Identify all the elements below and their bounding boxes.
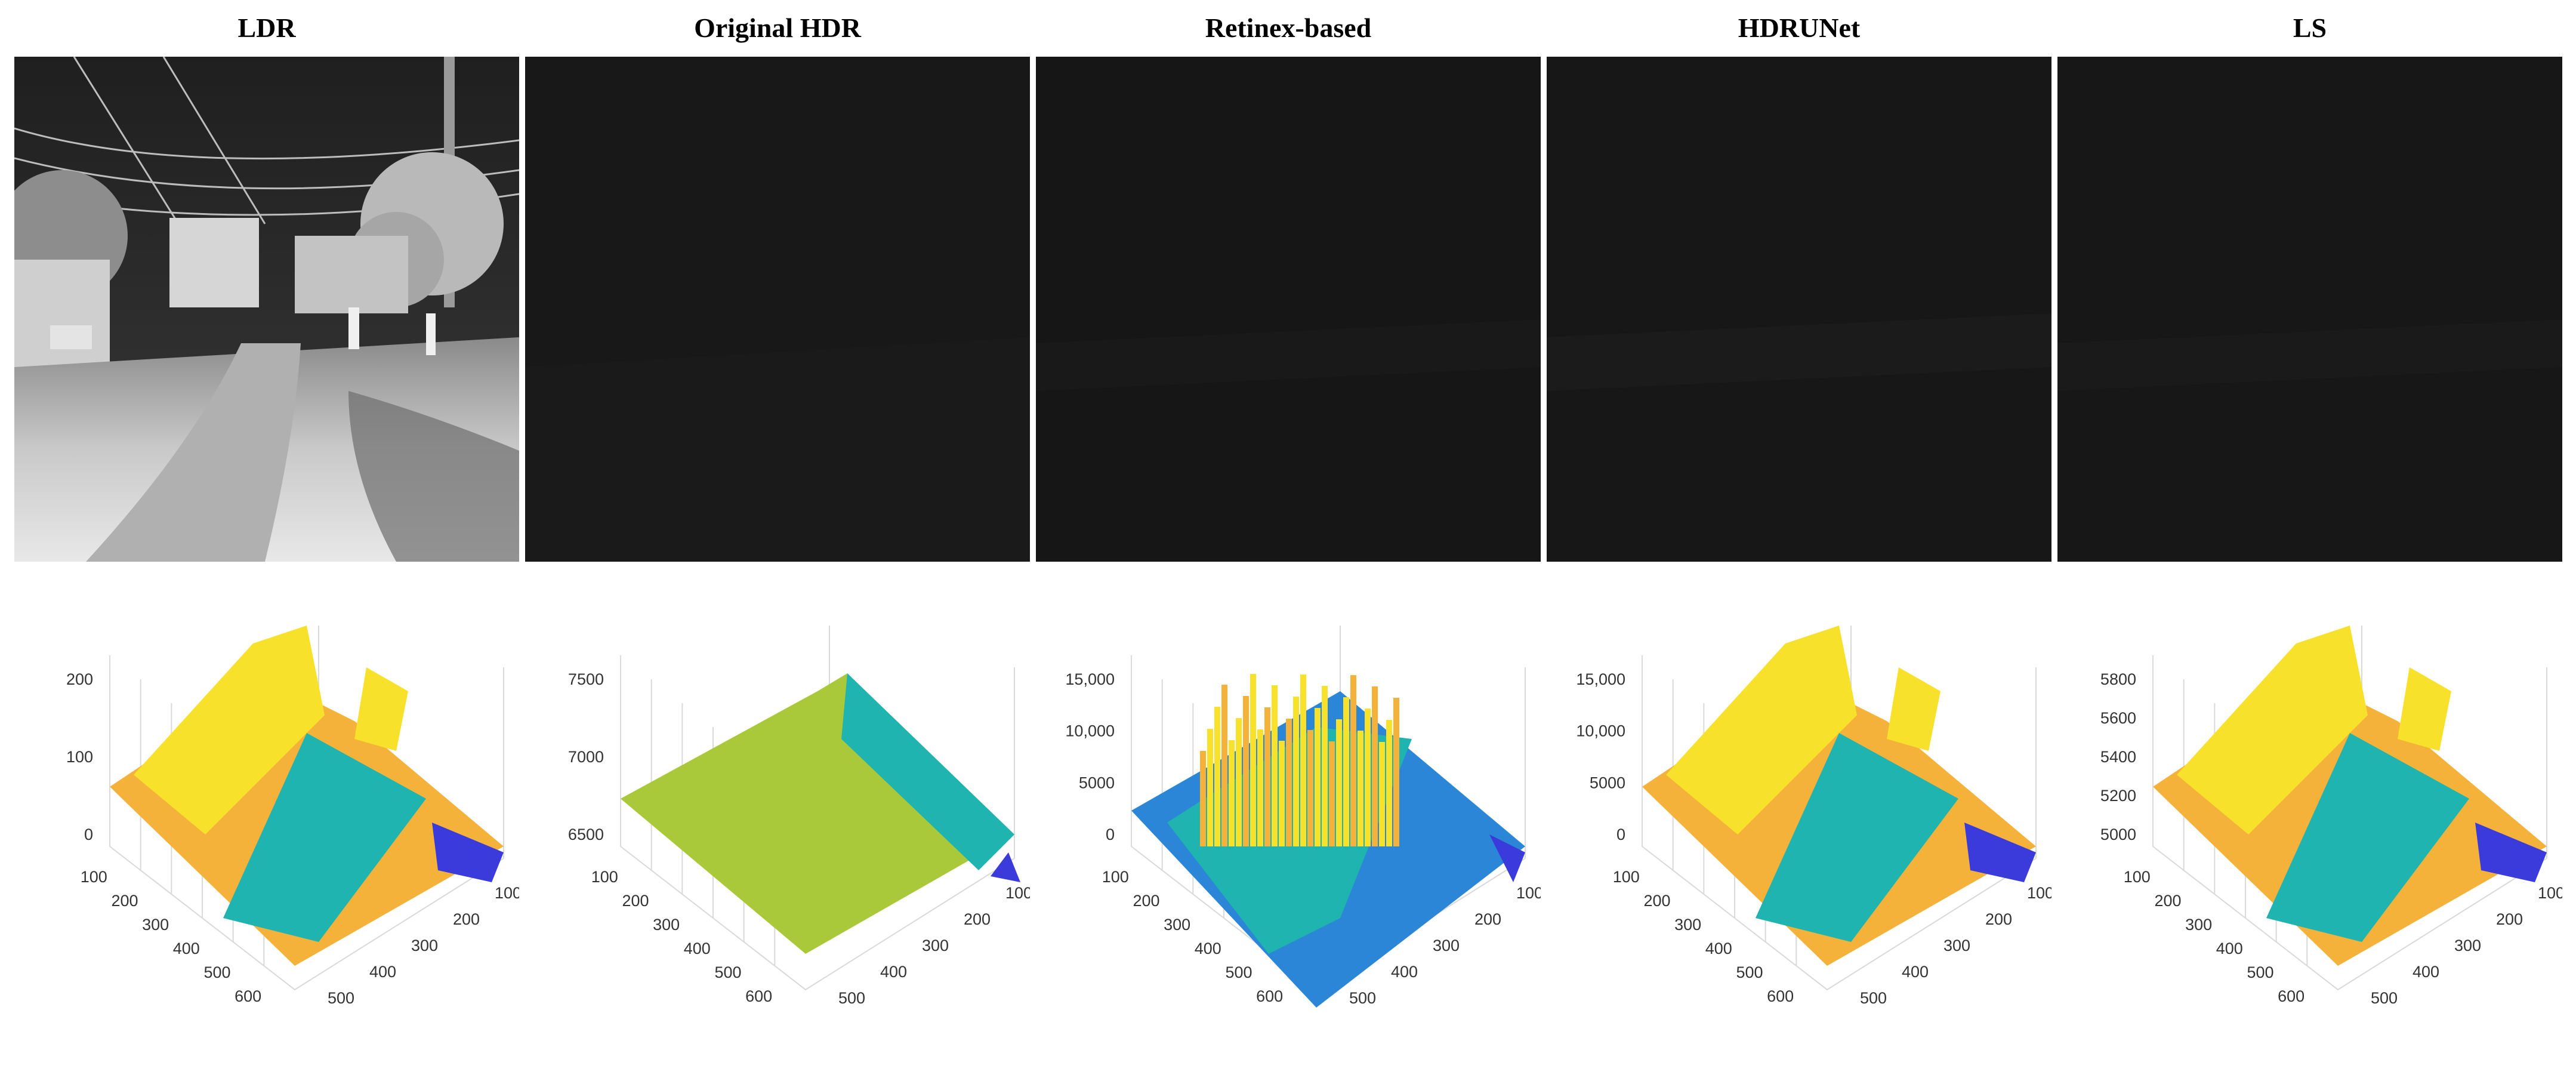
z-tick-label: 6500 <box>568 826 604 843</box>
surface-plot-retinex: 0 5000 10,000 15,000 100 200 300 400 500 600 100 20… <box>1036 572 1541 1076</box>
y-tick-label: 200 <box>964 910 991 928</box>
x-tick-label: 300 <box>1674 916 1701 934</box>
x-tick-label: 100 <box>1102 868 1129 886</box>
z-tick-label: 5800 <box>2100 670 2136 688</box>
y-tick-label: 500 <box>1349 989 1376 1007</box>
y-tick-label: 400 <box>1391 963 1418 981</box>
z-tick-label: 5600 <box>2100 709 2136 727</box>
y-tick-label: 500 <box>328 989 354 1007</box>
x-tick-label: 100 <box>1613 868 1640 886</box>
hdrunet-image <box>1547 57 2051 562</box>
surface-plot-ls: 5000 5200 5400 5600 5800 100 200 300 400 500 600 10… <box>2057 572 2562 1076</box>
x-tick-label: 400 <box>173 940 200 957</box>
y-tick-label: 500 <box>1860 989 1887 1007</box>
original-hdr-image <box>525 57 1030 562</box>
y-tick-label: 200 <box>1474 910 1501 928</box>
x-tick-label: 400 <box>1195 940 1221 957</box>
x-tick-label: 600 <box>235 987 261 1005</box>
z-tick-label: 7500 <box>568 670 604 688</box>
column-title-retinex: Retinex-based <box>1205 13 1372 43</box>
x-tick-label: 400 <box>2216 940 2243 957</box>
z-tick-label: 15,000 <box>1065 670 1115 688</box>
retinex-image <box>1036 57 1541 562</box>
x-tick-label: 200 <box>111 892 138 910</box>
x-tick-label: 300 <box>1164 916 1190 934</box>
x-tick-label: 600 <box>1256 987 1283 1005</box>
x-tick-label: 400 <box>684 940 711 957</box>
surface-plot-ldr: 0 100 200 100 200 300 400 500 600 100 200 300 400 500 <box>14 572 519 1076</box>
z-tick-label: 15,000 <box>1576 670 1625 688</box>
y-tick-label: 200 <box>2496 910 2523 928</box>
x-tick-label: 500 <box>203 963 230 981</box>
x-tick-label: 500 <box>1225 963 1252 981</box>
y-tick-label: 400 <box>1902 963 1929 981</box>
x-tick-label: 300 <box>2185 916 2212 934</box>
x-tick-label: 100 <box>2124 868 2151 886</box>
surface-plot-hdrunet: 0 5000 10,000 15,000 100 200 300 400 500 600 100 20… <box>1547 572 2051 1076</box>
x-tick-label: 200 <box>1643 892 1670 910</box>
column-title-ldr: LDR <box>237 13 296 43</box>
surface-plot-original-hdr: 6500 7000 7500 100 200 300 400 500 600 100 200 300 4… <box>525 572 1030 1076</box>
y-tick-label: 200 <box>1985 910 2012 928</box>
y-tick-label: 200 <box>453 910 480 928</box>
y-tick-label: 300 <box>1943 937 1970 954</box>
surface <box>110 626 504 966</box>
column-title-hdrunet: HDRUNet <box>1738 13 1861 43</box>
x-tick-label: 100 <box>591 868 618 886</box>
x-tick-label: 300 <box>142 916 169 934</box>
surface <box>1131 674 1525 1008</box>
z-tick-label: 0 <box>1616 826 1625 843</box>
y-tick-label: 100 <box>1516 884 1541 902</box>
x-tick-label: 200 <box>622 892 649 910</box>
z-tick-label: 10,000 <box>1576 722 1625 740</box>
z-tick-label: 5400 <box>2100 748 2136 766</box>
x-tick-label: 100 <box>81 868 107 886</box>
y-tick-label: 300 <box>922 937 949 954</box>
z-tick-label: 5000 <box>1590 774 1625 791</box>
z-tick-label: 5200 <box>2100 787 2136 805</box>
y-tick-label: 400 <box>2413 963 2439 981</box>
x-tick-label: 600 <box>745 987 772 1005</box>
y-tick-label: 100 <box>495 884 519 902</box>
z-tick-label: 100 <box>66 748 93 766</box>
x-tick-label: 200 <box>2154 892 2181 910</box>
surface <box>2153 626 2547 966</box>
y-tick-label: 300 <box>411 937 438 954</box>
y-tick-label: 100 <box>2538 884 2562 902</box>
x-tick-label: 500 <box>2247 963 2273 981</box>
y-tick-label: 300 <box>1433 937 1460 954</box>
z-tick-label: 5000 <box>2100 826 2136 843</box>
surface <box>1642 626 2036 966</box>
column-title-original-hdr: Original HDR <box>694 13 861 43</box>
y-tick-label: 500 <box>2371 989 2398 1007</box>
z-tick-label: 7000 <box>568 748 604 766</box>
ls-image <box>2057 57 2562 562</box>
y-tick-label: 100 <box>1005 884 1030 902</box>
x-tick-label: 400 <box>1705 940 1732 957</box>
z-tick-label: 5000 <box>1079 774 1115 791</box>
column-title-ls: LS <box>2293 13 2327 43</box>
y-tick-label: 400 <box>369 963 396 981</box>
x-tick-label: 600 <box>2278 987 2304 1005</box>
x-tick-label: 300 <box>653 916 680 934</box>
x-tick-label: 500 <box>714 963 741 981</box>
x-tick-label: 200 <box>1133 892 1159 910</box>
y-tick-label: 300 <box>2454 937 2481 954</box>
z-tick-label: 10,000 <box>1065 722 1115 740</box>
z-tick-label: 0 <box>1106 826 1115 843</box>
ldr-thermal-image <box>14 57 519 562</box>
y-tick-label: 100 <box>2027 884 2051 902</box>
y-tick-label: 500 <box>838 989 865 1007</box>
x-tick-label: 600 <box>1767 987 1794 1005</box>
x-tick-label: 500 <box>1736 963 1763 981</box>
surface <box>621 673 1020 954</box>
z-tick-label: 200 <box>66 670 93 688</box>
y-tick-label: 400 <box>880 963 907 981</box>
z-tick-label: 0 <box>84 826 93 843</box>
